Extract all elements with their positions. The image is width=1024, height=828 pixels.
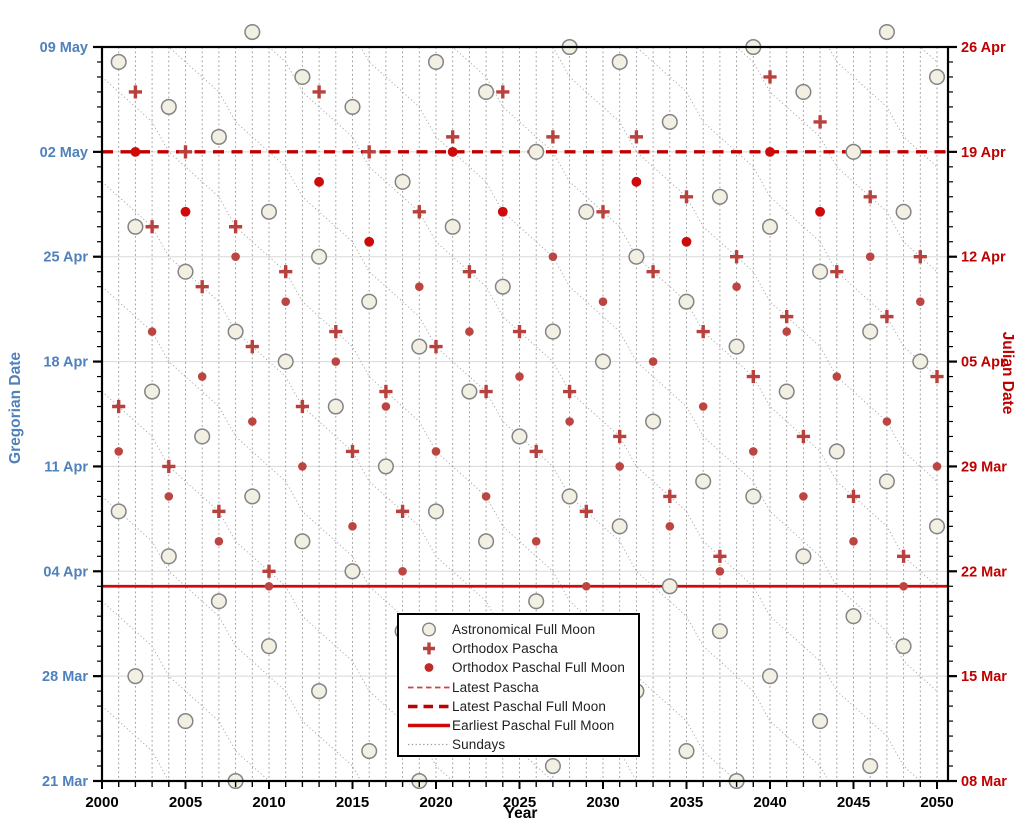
tick-label: 11 Apr <box>44 459 88 475</box>
tick-label: 2010 <box>252 794 285 811</box>
legend-label: Sundays <box>452 737 506 753</box>
legend-label: Latest Pascha <box>452 679 539 695</box>
tick-label: 08 Mar <box>961 774 1007 790</box>
legend: Astronomical Full Moon Orthodox Pascha O… <box>397 613 640 757</box>
astronomical-full-moon-series <box>110 23 946 790</box>
tick-label: 26 Apr <box>961 40 1006 56</box>
tick-label: 05 Apr <box>961 355 1006 371</box>
tick-label: 2000 <box>85 794 118 811</box>
tick-label: 2020 <box>419 794 452 811</box>
legend-item: Sundays <box>406 735 638 754</box>
legend-label: Orthodox Paschal Full Moon <box>452 660 625 676</box>
legend-label: Latest Paschal Full Moon <box>452 698 606 714</box>
tick-label: 12 Apr <box>961 250 1006 266</box>
tick-label: 02 May <box>40 145 88 161</box>
tick-label: 2040 <box>753 794 786 811</box>
tick-label: 2005 <box>169 794 202 811</box>
orthodox-pascha-series <box>112 70 944 578</box>
tick-label: 2035 <box>670 794 703 811</box>
sundays-line-icon <box>406 736 452 753</box>
tick-label: 25 Apr <box>43 250 88 266</box>
left-axis-title: Gregorian Date <box>7 352 24 464</box>
paschal-full-moon-icon <box>406 659 452 676</box>
weekly-gridlines <box>102 151 948 677</box>
tick-label: 2045 <box>837 794 870 811</box>
left-axis: 09 May 02 May 25 Apr 18 Apr 11 Apr 04 Apr 28 M… <box>40 40 102 790</box>
tick-label: 15 Mar <box>961 669 1007 685</box>
right-axis-title: Julian Date <box>999 331 1016 415</box>
x-axis: 2000 2005 2010 2015 2020 2025 2030 2035 2040 2045… <box>85 781 954 811</box>
astronomical-full-moon-icon <box>406 621 452 638</box>
tick-label: 21 Mar <box>42 774 88 790</box>
latest-pascha-line-icon <box>406 679 452 696</box>
tick-label: 29 Mar <box>961 459 1007 475</box>
x-axis-title: Year <box>504 805 538 822</box>
tick-label: 2025 <box>503 794 536 811</box>
year-gridlines <box>118 47 938 781</box>
tick-label: 04 Apr <box>43 564 88 580</box>
legend-item: Orthodox Pascha <box>406 639 638 658</box>
legend-label: Astronomical Full Moon <box>452 622 596 638</box>
tick-label: 22 Mar <box>961 564 1007 580</box>
tick-label: 2030 <box>586 794 619 811</box>
tick-label: 28 Mar <box>42 669 88 685</box>
legend-item: Latest Paschal Full Moon <box>406 697 638 716</box>
legend-label: Earliest Paschal Full Moon <box>452 718 615 734</box>
legend-item: Earliest Paschal Full Moon <box>406 716 638 735</box>
tick-label: 2050 <box>920 794 953 811</box>
plot-frame <box>100 45 950 783</box>
tick-label: 18 Apr <box>43 355 88 371</box>
legend-label: Orthodox Pascha <box>452 641 558 657</box>
legend-item: Latest Pascha <box>406 678 638 697</box>
tick-label: 2015 <box>336 794 369 811</box>
tick-label: 19 Apr <box>961 145 1006 161</box>
orthodox-paschal-full-moon-series <box>114 146 942 591</box>
earliest-paschal-full-moon-line-icon <box>406 717 452 734</box>
tick-label: 09 May <box>40 40 88 56</box>
orthodox-pascha-icon <box>406 640 452 657</box>
latest-paschal-full-moon-line-icon <box>406 698 452 715</box>
legend-item: Orthodox Paschal Full Moon <box>406 658 638 677</box>
legend-item: Astronomical Full Moon <box>406 620 638 639</box>
right-axis: 26 Apr 19 Apr 12 Apr 05 Apr 29 Mar 22 Mar 15 M… <box>948 40 1007 790</box>
